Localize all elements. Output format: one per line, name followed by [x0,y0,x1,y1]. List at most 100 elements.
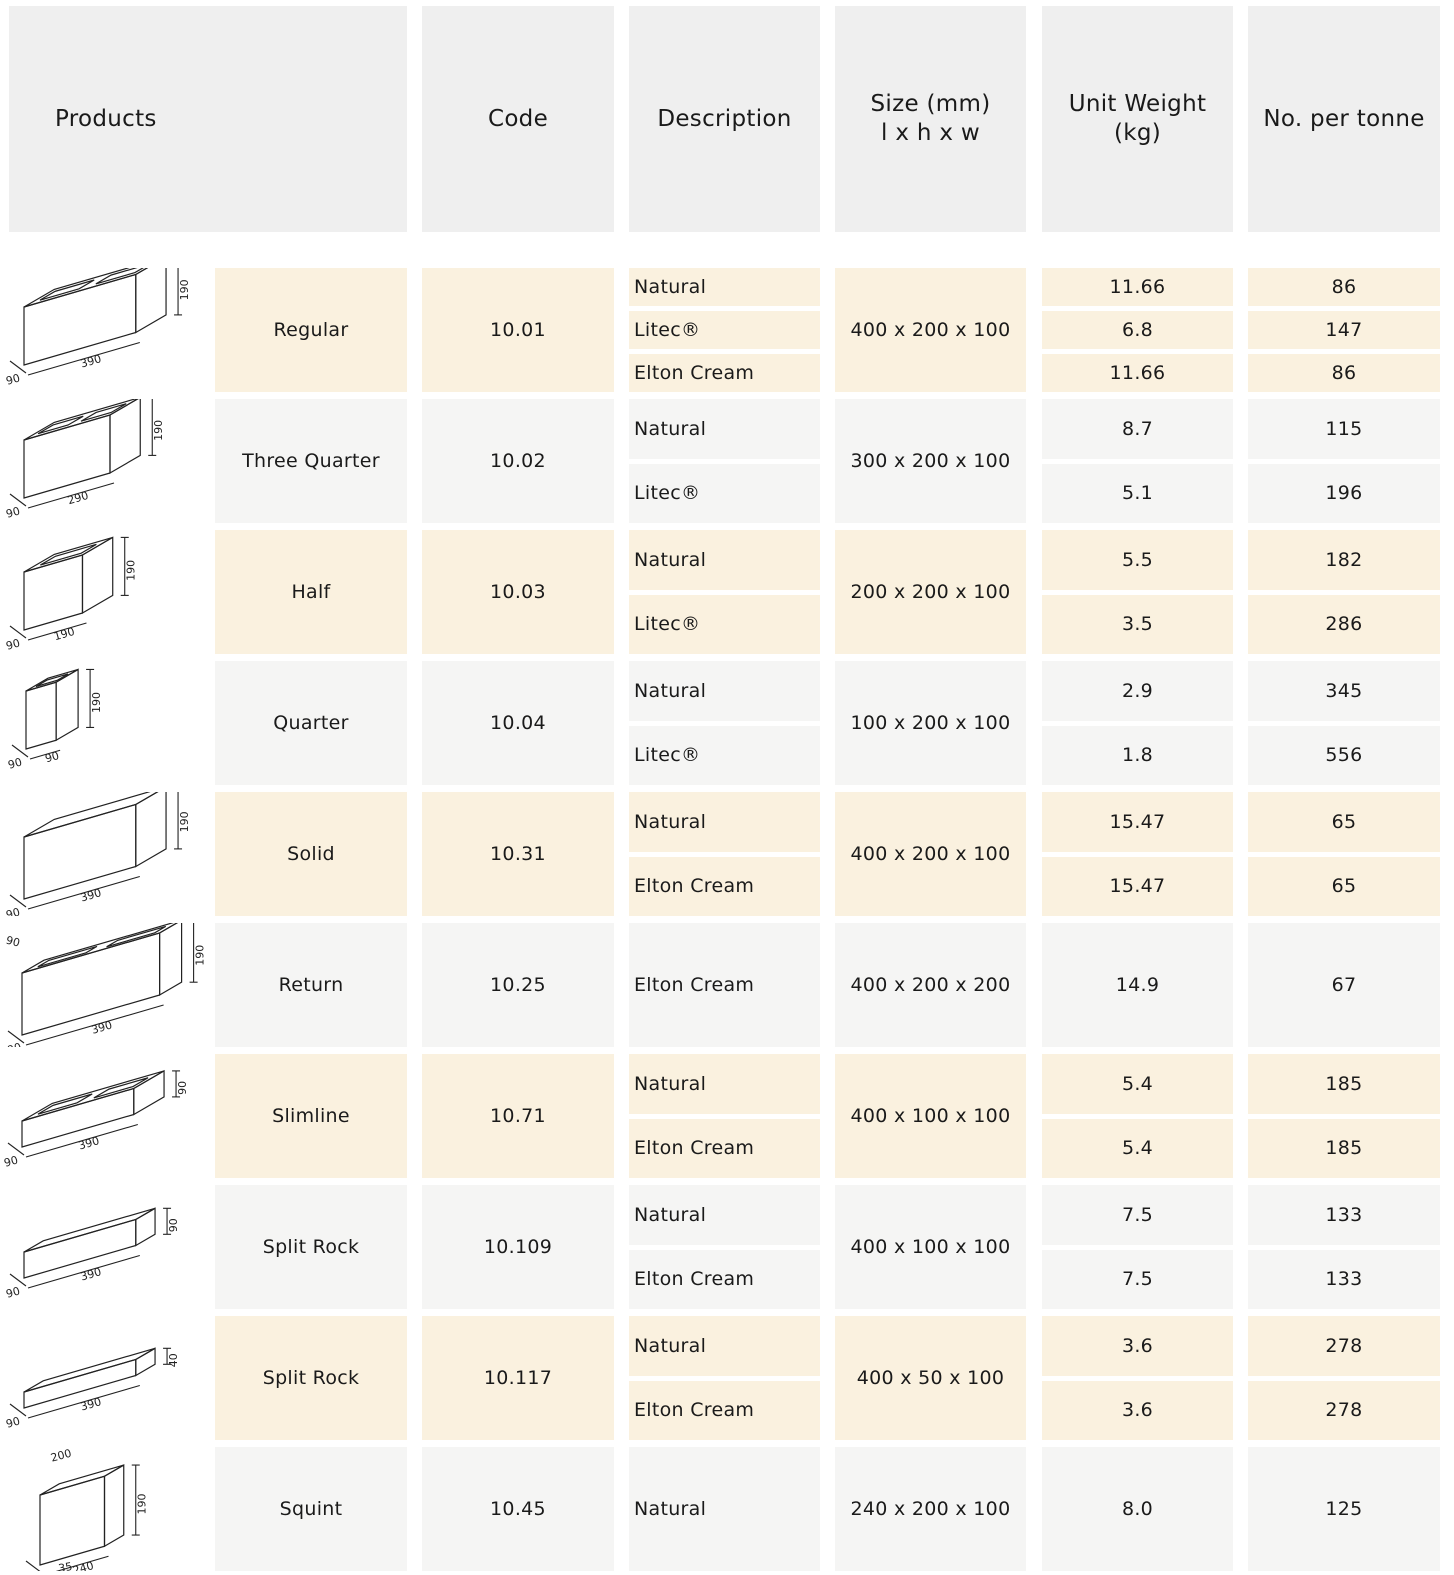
dimension-label: 90 [5,1414,22,1430]
product-name: Return [215,923,407,1047]
block-split-rock-thin-icon: 40 390 90 [0,1316,205,1440]
dimension-label: 90 [5,1284,22,1300]
variant-per-tonne: 133 [1248,1249,1440,1309]
product-code: 10.25 [422,923,614,1047]
block-return-icon-drawing: 190 390 190 90 [0,923,205,1047]
variant-description: Natural [629,661,820,721]
dimension-label: 90 [176,1081,189,1095]
variant-unit-weight: 5.4 [1042,1054,1233,1114]
dimension-label: 190 [0,1040,23,1047]
dimension-label: 190 [125,560,138,581]
product-name: Regular [215,268,407,392]
product-size: 400 x 100 x 100 [835,1054,1026,1178]
variant-description: Natural [629,530,820,590]
dimension-label: 90 [3,1153,20,1169]
block-double-core-icon: 190 390 90 [0,268,205,392]
variant-per-tonne: 86 [1248,354,1440,392]
product-name: Slimline [215,1054,407,1178]
variant-description: Natural [629,1054,820,1114]
variant-unit-weight: 11.66 [1042,354,1233,392]
dimension-label: 190 [152,420,165,441]
variant-unit-weight: 5.1 [1042,463,1233,523]
header-products-label: Products [55,105,157,132]
product-size: 400 x 100 x 100 [835,1185,1026,1309]
header-description-label: Description [657,105,792,132]
block-solid-icon: 190 390 90 [0,792,205,916]
product-code: 10.03 [422,530,614,654]
variant-per-tonne: 65 [1248,856,1440,916]
dimension-label: 190 [194,945,205,966]
product-name: Squint [215,1447,407,1571]
product-size: 400 x 200 x 100 [835,268,1026,392]
variant-per-tonne: 196 [1248,463,1440,523]
variant-description: Litec® [629,725,820,785]
variant-description: Natural [629,1185,820,1245]
dimension-label: 390 [79,1265,103,1283]
variant-description: Elton Cream [629,1380,820,1440]
header-description: Description [629,6,820,232]
product-code: 10.01 [422,268,614,392]
block-three-quarter-icon: 190 290 90 [0,399,205,523]
header-size-line2: l x h x w [881,120,980,146]
variant-description: Elton Cream [629,354,820,392]
block-half-icon-drawing: 190 190 90 [5,530,138,653]
product-size: 200 x 200 x 100 [835,530,1026,654]
variant-description: Litec® [629,594,820,654]
header-weight-line2: (kg) [1113,120,1162,146]
dimension-label: 40 [167,1353,180,1367]
block-split-rock-icon: 90 390 90 [0,1185,205,1309]
block-split-rock-icon-drawing: 90 390 90 [5,1185,180,1301]
dimension-label: 240 [71,1559,95,1571]
dimension-label: 190 [90,692,103,713]
variant-per-tonne: 185 [1248,1054,1440,1114]
dimension-label: 35 [57,1560,73,1571]
variant-unit-weight: 1.8 [1042,725,1233,785]
header-size-line1: Size (mm) [870,91,991,117]
block-squint-icon: 1902409020035 [0,1447,205,1571]
variant-description: Elton Cream [629,1249,820,1309]
header-unit-weight: Unit Weight (kg) [1042,6,1233,232]
dimension-label: 190 [178,279,191,300]
variant-description: Natural [629,1447,820,1571]
block-solid-icon-drawing: 190 390 90 [5,792,191,916]
dimension-label: 90 [7,755,24,771]
header-per-tonne: No. per tonne [1248,6,1440,232]
header-products: Products [9,6,407,232]
dimension-label: 190 [136,1494,149,1515]
dimension-label: 190 [178,811,191,832]
variant-unit-weight: 14.9 [1042,923,1233,1047]
variant-per-tonne: 278 [1248,1316,1440,1376]
variant-per-tonne: 115 [1248,399,1440,459]
variant-unit-weight: 11.66 [1042,268,1233,306]
product-code: 10.71 [422,1054,614,1178]
variant-description: Natural [629,399,820,459]
dimension-label: 190 [52,625,76,643]
variant-unit-weight: 8.7 [1042,399,1233,459]
product-code: 10.117 [422,1316,614,1440]
product-code: 10.109 [422,1185,614,1309]
variant-description: Natural [629,1316,820,1376]
product-code: 10.45 [422,1447,614,1571]
variant-unit-weight: 3.6 [1042,1316,1233,1376]
block-split-rock-thin-icon-drawing: 40 390 90 [5,1316,180,1431]
header-code-label: Code [487,105,549,132]
product-size: 400 x 200 x 100 [835,792,1026,916]
product-size: 300 x 200 x 100 [835,399,1026,523]
dimension-label: 390 [79,886,103,904]
product-name: Solid [215,792,407,916]
product-name: Split Rock [215,1316,407,1440]
variant-description: Elton Cream [629,1118,820,1178]
variant-unit-weight: 15.47 [1042,856,1233,916]
block-slimline-icon: 90 390 90 [0,1054,205,1178]
block-return-icon: 190 390 190 90 [0,923,205,1047]
product-name: Split Rock [215,1185,407,1309]
dimension-label: 90 [5,905,22,916]
variant-per-tonne: 67 [1248,923,1440,1047]
header-per-tonne-label: No. per tonne [1263,105,1425,132]
variant-description: Elton Cream [629,923,820,1047]
product-name: Quarter [215,661,407,785]
block-three-quarter-icon-drawing: 190 290 90 [5,399,165,521]
variant-unit-weight: 6.8 [1042,311,1233,349]
header-size: Size (mm) l x h x w [835,6,1026,232]
product-code: 10.04 [422,661,614,785]
